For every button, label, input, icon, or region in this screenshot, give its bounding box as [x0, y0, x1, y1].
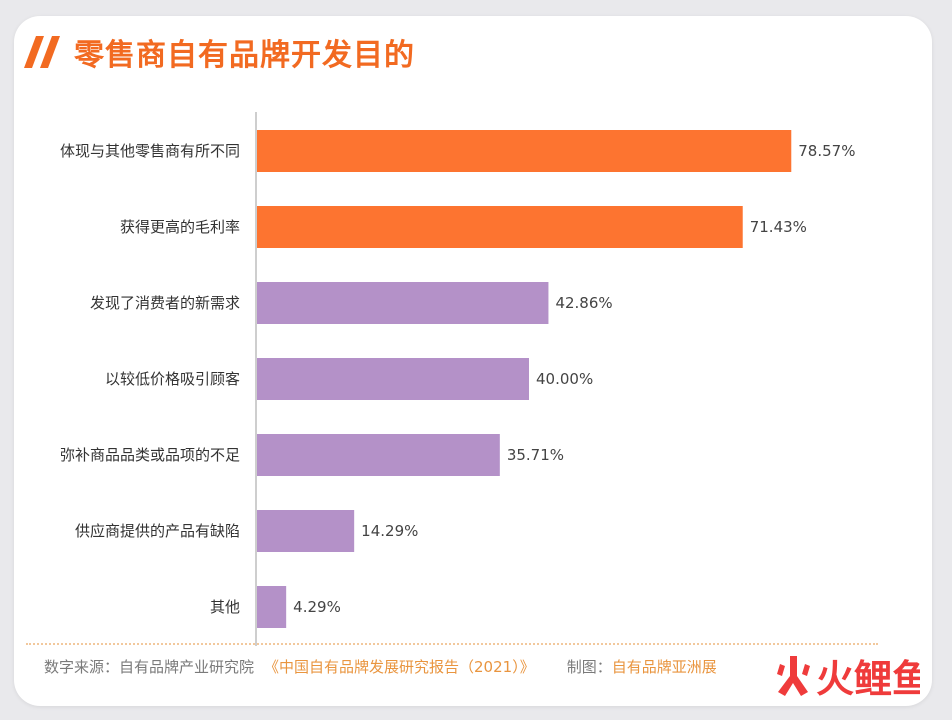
huxiu-logo-icon	[777, 656, 810, 696]
chart-title: 零售商自有品牌开发目的	[74, 38, 415, 73]
bar	[257, 358, 529, 400]
maker-name: 自有品牌亚洲展	[611, 658, 717, 676]
bar	[257, 510, 355, 552]
category-label: 以较低价格吸引顾客	[105, 370, 240, 388]
watermark-text: 火鲤鱼	[816, 657, 920, 701]
value-label: 71.43%	[750, 218, 807, 236]
bar	[257, 130, 792, 172]
title-block: 零售商自有品牌开发目的	[22, 30, 415, 74]
bar	[257, 282, 549, 324]
category-label: 弥补商品品类或品项的不足	[60, 446, 240, 464]
value-label: 35.71%	[507, 446, 564, 464]
double-slash-icon	[24, 36, 60, 68]
bar	[257, 206, 743, 248]
source-prefix: 数字来源：自有品牌产业研究院	[44, 658, 255, 676]
category-label: 获得更高的毛利率	[120, 218, 240, 236]
watermark-logo: 火鲤鱼	[777, 656, 920, 701]
value-label: 40.00%	[536, 370, 593, 388]
category-label: 发现了消费者的新需求	[90, 294, 240, 312]
bar	[257, 434, 500, 476]
maker-prefix: 制图：	[566, 658, 612, 676]
source-report: 《中国自有品牌发展研究报告（2021）》	[264, 658, 535, 676]
bar	[257, 586, 287, 628]
source-note: 数字来源：自有品牌产业研究院 《中国自有品牌发展研究报告（2021）》 制图： …	[44, 656, 717, 677]
category-label: 其他	[210, 598, 240, 616]
value-label: 42.86%	[555, 294, 612, 312]
category-label: 体现与其他零售商有所不同	[60, 142, 240, 160]
value-label: 4.29%	[293, 598, 341, 616]
value-label: 14.29%	[361, 522, 418, 540]
category-label: 供应商提供的产品有缺陷	[75, 522, 240, 540]
footer-divider	[26, 643, 878, 645]
value-label: 78.57%	[798, 142, 855, 160]
